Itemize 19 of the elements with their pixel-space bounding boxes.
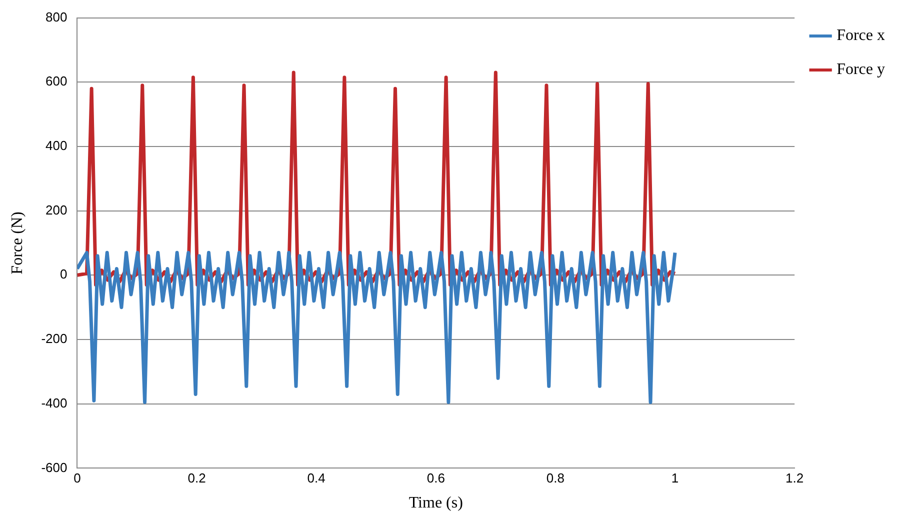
- x-tick-label: 0: [74, 470, 81, 486]
- x-tick-label: 0.4: [307, 470, 326, 486]
- y-tick-label: 800: [46, 9, 68, 24]
- x-tick-label: 0.6: [426, 470, 445, 486]
- x-axis-title: Time (s): [408, 494, 463, 512]
- x-tick-label: 1.2: [786, 470, 804, 486]
- y-tick-label: 400: [46, 138, 68, 154]
- x-tick-label: 0.8: [546, 470, 564, 486]
- y-tick-label: 200: [46, 202, 68, 218]
- y-tick-label: -400: [41, 395, 68, 410]
- legend-label: Force x: [836, 27, 886, 44]
- x-tick-label: 1: [671, 470, 679, 486]
- y-tick-label: -600: [41, 460, 68, 475]
- y-tick-label: 600: [46, 74, 68, 89]
- y-axis-title: Force (N): [8, 212, 26, 274]
- y-tick-label: 0: [60, 266, 68, 282]
- y-tick-label: -200: [41, 331, 68, 346]
- x-tick-label: 0.2: [188, 470, 206, 486]
- legend-label: Force y: [836, 61, 886, 78]
